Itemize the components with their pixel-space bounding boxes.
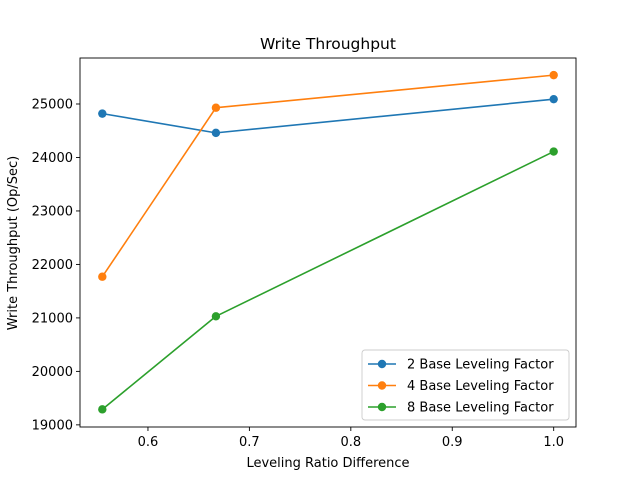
data-point xyxy=(98,272,107,281)
legend-swatch-marker xyxy=(377,402,387,412)
y-tick-label: 25000 xyxy=(32,97,73,112)
x-axis-title: Leveling Ratio Difference xyxy=(246,456,409,471)
series-group xyxy=(98,147,558,414)
y-tick-label: 22000 xyxy=(32,258,73,273)
data-point xyxy=(549,94,558,104)
y-tick-label: 20000 xyxy=(32,365,73,380)
data-point xyxy=(98,405,107,414)
x-tick-label: 0.6 xyxy=(138,435,159,450)
data-point xyxy=(211,103,221,112)
data-point xyxy=(549,70,558,80)
x-tick-label: 0.8 xyxy=(340,435,361,450)
legend-swatch-marker xyxy=(377,359,387,369)
y-axis: 19000 20000 21000 22000 23000 24000 25000 xyxy=(32,97,80,433)
data-point xyxy=(549,147,558,156)
data-point xyxy=(211,128,221,138)
legend-label: 2 Base Leveling Factor xyxy=(407,358,554,373)
series-group xyxy=(98,94,558,138)
y-tick-label: 19000 xyxy=(32,418,73,433)
x-tick-label: 0.7 xyxy=(239,435,260,450)
legend-swatch-marker xyxy=(377,381,387,390)
legend-label: 8 Base Leveling Factor xyxy=(407,401,554,416)
y-axis-title: Write Throughput (Op/Sec) xyxy=(6,156,21,331)
series-group xyxy=(98,70,558,281)
x-tick-label: 1.0 xyxy=(543,435,564,450)
x-axis: 0.6 0.7 0.8 0.9 1.0 xyxy=(138,427,564,450)
series-layer xyxy=(98,70,558,414)
legend-label: 4 Base Leveling Factor xyxy=(407,379,554,394)
legend-box xyxy=(361,349,570,421)
data-point xyxy=(211,312,221,321)
x-tick-label: 0.9 xyxy=(442,435,463,450)
y-tick-label: 24000 xyxy=(32,151,73,166)
chart-title: Write Throughput xyxy=(260,35,396,53)
y-tick-label: 21000 xyxy=(32,311,73,326)
data-point xyxy=(98,109,107,118)
y-tick-label: 23000 xyxy=(32,204,73,219)
legend: 2 Base Leveling Factor 4 Base Leveling Fa… xyxy=(361,349,570,421)
plot-frame xyxy=(79,57,577,428)
